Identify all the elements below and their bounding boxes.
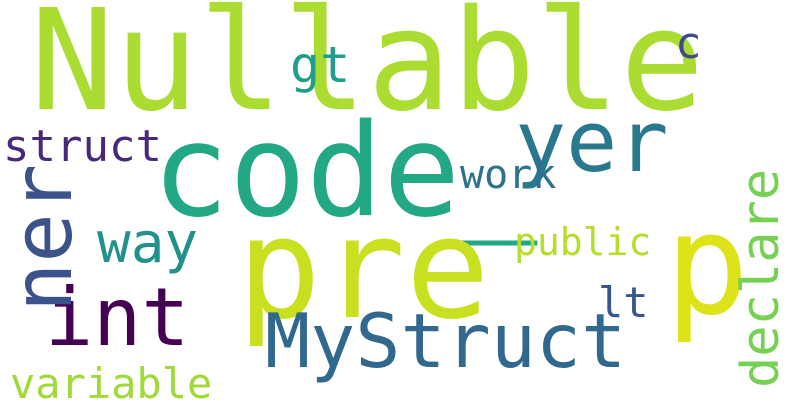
word-lt: lt: [598, 278, 649, 327]
word-pre: pre: [237, 188, 490, 351]
word-code: code_: [152, 97, 538, 246]
word-nullable: Nullable: [30, 0, 705, 143]
word-work: work: [460, 152, 557, 198]
word-way: way: [97, 211, 199, 276]
word-p: p: [665, 184, 750, 347]
word-declare: declare: [731, 168, 791, 388]
word-gt: gt: [290, 36, 351, 94]
word-mystruct: MyStruct: [265, 297, 627, 385]
word-yer: yer: [515, 93, 669, 192]
word-ner: ner: [0, 163, 91, 312]
word-int: int: [45, 271, 190, 364]
word-c: c: [675, 18, 702, 69]
word-struct: struct: [3, 121, 162, 172]
word-variable: variable: [10, 359, 213, 400]
word-public: public: [514, 220, 652, 264]
